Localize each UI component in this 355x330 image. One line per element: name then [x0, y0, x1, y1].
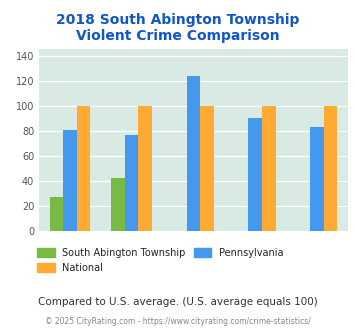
- Text: 2018 South Abington Township
Violent Crime Comparison: 2018 South Abington Township Violent Cri…: [56, 13, 299, 43]
- Bar: [248, 118, 262, 231]
- Bar: [77, 106, 90, 231]
- Bar: [111, 179, 125, 231]
- Bar: [63, 130, 77, 231]
- Bar: [138, 106, 152, 231]
- Legend: South Abington Township, National, Pennsylvania: South Abington Township, National, Penns…: [33, 244, 287, 277]
- Text: Compared to U.S. average. (U.S. average equals 100): Compared to U.S. average. (U.S. average …: [38, 297, 317, 307]
- Bar: [262, 106, 275, 231]
- Bar: [310, 127, 324, 231]
- Bar: [187, 76, 200, 231]
- Text: © 2025 CityRating.com - https://www.cityrating.com/crime-statistics/: © 2025 CityRating.com - https://www.city…: [45, 317, 310, 326]
- Bar: [125, 135, 138, 231]
- Bar: [324, 106, 337, 231]
- Bar: [50, 197, 63, 231]
- Bar: [200, 106, 214, 231]
